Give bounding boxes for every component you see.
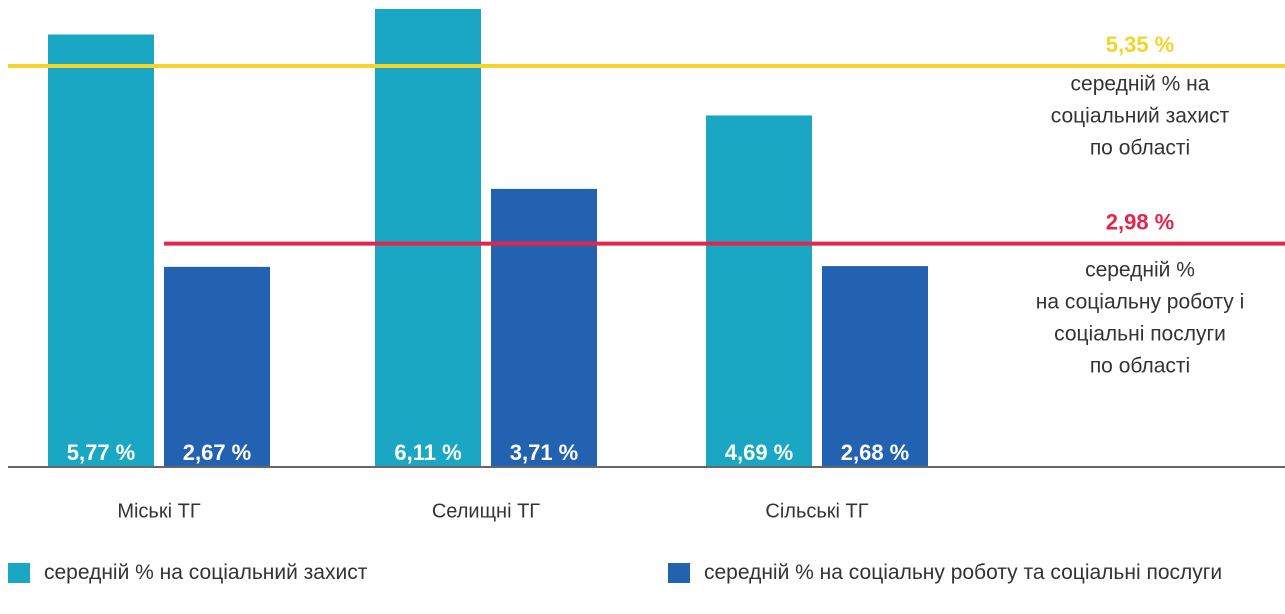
reference-note: по області: [1090, 137, 1190, 160]
bar: [706, 115, 812, 467]
chart: 5,77 % 2,67 % Міські ТГ 6,11 % 3,71 % Селищні…: [8, 8, 1285, 522]
x-tick-label: Сільські ТГ: [765, 500, 868, 522]
reference-note: середній %: [1085, 259, 1195, 282]
reference-note: соціальний захист: [1051, 105, 1230, 128]
reference-note: соціальні послуги: [1054, 323, 1226, 346]
x-tick-label: Міські ТГ: [117, 500, 200, 522]
value-label: 4,69 %: [725, 440, 794, 465]
value-label: 5,77 %: [67, 440, 136, 465]
bar: [375, 8, 481, 468]
legend-text: середній % на соціальний захист: [44, 561, 368, 584]
legend-text: середній % на соціальну роботу та соціал…: [704, 561, 1223, 584]
value-label: 2,68 %: [841, 440, 910, 465]
reference-label: 5,35 %: [1106, 32, 1175, 57]
bar: [164, 266, 270, 467]
value-label: 2,67 %: [183, 440, 252, 465]
value-label: 6,11 %: [394, 440, 461, 465]
legend-item: середній % на соціальний захист: [8, 557, 608, 589]
reference-note: по області: [1090, 355, 1190, 378]
legend-item: середній % на соціальну роботу та соціал…: [668, 557, 1268, 589]
bar: [48, 34, 154, 468]
x-tick-label: Селищні ТГ: [432, 500, 540, 522]
reference-label: 2,98 %: [1106, 209, 1175, 234]
bar: [822, 266, 928, 467]
bar: [491, 188, 597, 468]
value-label: 3,71 %: [510, 440, 579, 465]
reference-note: на соціальну роботу і: [1036, 291, 1244, 314]
legend-swatch: [8, 563, 30, 583]
reference-note: середній % на: [1071, 73, 1210, 96]
legend-swatch: [668, 563, 690, 583]
